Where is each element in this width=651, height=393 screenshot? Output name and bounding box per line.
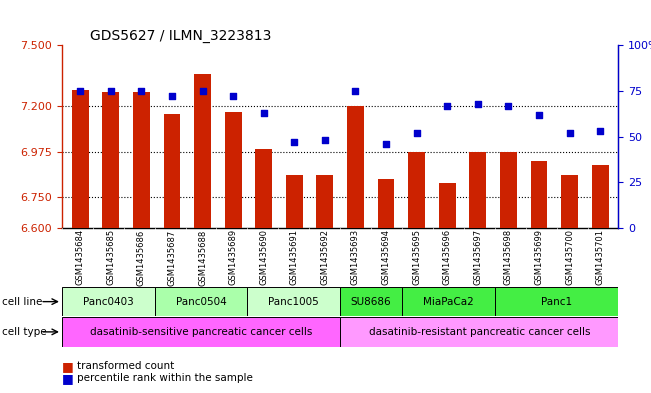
- Bar: [247, 287, 340, 316]
- Point: [197, 88, 208, 94]
- Point: [595, 128, 605, 134]
- Bar: [225, 112, 242, 228]
- Text: transformed count: transformed count: [77, 361, 174, 371]
- Text: cell type: cell type: [2, 327, 47, 337]
- Bar: [102, 92, 119, 228]
- Bar: [469, 152, 486, 228]
- Point: [411, 130, 422, 136]
- Bar: [500, 152, 517, 228]
- Bar: [316, 175, 333, 228]
- Bar: [561, 175, 578, 228]
- Text: Panc1005: Panc1005: [268, 297, 319, 307]
- Point: [75, 88, 85, 94]
- Bar: [402, 287, 495, 316]
- Text: dasatinib-sensitive pancreatic cancer cells: dasatinib-sensitive pancreatic cancer ce…: [90, 327, 312, 337]
- Point: [381, 141, 391, 147]
- Bar: [62, 317, 340, 347]
- Bar: [255, 149, 272, 228]
- Point: [289, 139, 299, 145]
- Bar: [154, 287, 247, 316]
- Text: cell line: cell line: [2, 297, 42, 307]
- Bar: [340, 317, 618, 347]
- Point: [350, 88, 361, 94]
- Point: [564, 130, 575, 136]
- Bar: [286, 175, 303, 228]
- Bar: [531, 161, 547, 228]
- Point: [473, 101, 483, 107]
- Bar: [340, 287, 402, 316]
- Text: dasatinib-resistant pancreatic cancer cells: dasatinib-resistant pancreatic cancer ce…: [368, 327, 590, 337]
- Bar: [495, 287, 618, 316]
- Text: percentile rank within the sample: percentile rank within the sample: [77, 373, 253, 383]
- Bar: [592, 165, 609, 228]
- Point: [534, 112, 544, 118]
- Point: [320, 137, 330, 143]
- Point: [228, 93, 238, 99]
- Bar: [133, 92, 150, 228]
- Bar: [408, 152, 425, 228]
- Text: GDS5627 / ILMN_3223813: GDS5627 / ILMN_3223813: [90, 29, 271, 43]
- Bar: [163, 114, 180, 228]
- Text: ■: ■: [62, 371, 74, 385]
- Text: ■: ■: [62, 360, 74, 373]
- Point: [167, 93, 177, 99]
- Bar: [62, 287, 154, 316]
- Bar: [347, 106, 364, 228]
- Bar: [72, 90, 89, 228]
- Text: SU8686: SU8686: [351, 297, 391, 307]
- Bar: [378, 179, 395, 228]
- Bar: [439, 183, 456, 228]
- Point: [503, 102, 514, 108]
- Text: Panc0504: Panc0504: [176, 297, 227, 307]
- Bar: [194, 73, 211, 228]
- Point: [136, 88, 146, 94]
- Point: [105, 88, 116, 94]
- Point: [442, 102, 452, 108]
- Text: MiaPaCa2: MiaPaCa2: [423, 297, 474, 307]
- Text: Panc1: Panc1: [541, 297, 572, 307]
- Text: Panc0403: Panc0403: [83, 297, 133, 307]
- Point: [258, 110, 269, 116]
